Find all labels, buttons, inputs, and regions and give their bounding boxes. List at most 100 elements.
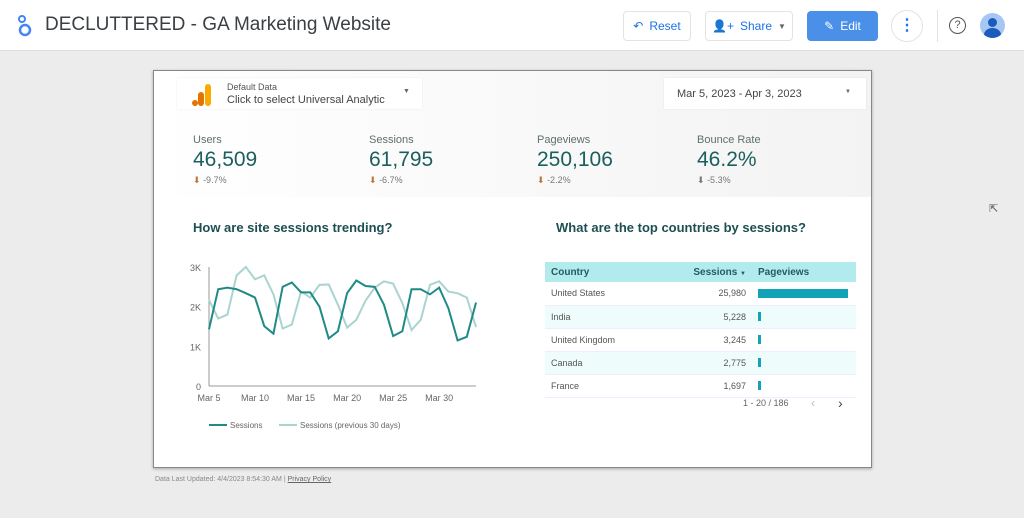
data-point [383,280,385,282]
data-point [365,300,367,302]
kpi-value: 46,509 [193,148,258,171]
data-point [438,287,440,289]
chevron-down-icon[interactable]: ▼ [778,21,786,31]
country-cell: France [545,374,657,398]
country-cell: Canada [545,351,657,375]
data-point [457,292,459,294]
chevron-down-icon: ▼ [845,89,851,95]
data-point [411,288,413,290]
y-tick-label: 2K [190,303,201,313]
data-point [447,307,449,309]
column-header-country[interactable]: Country [545,262,657,282]
pageviews-bar [758,358,761,367]
data-point [236,288,238,290]
table-row[interactable]: France 1,697 [545,374,856,398]
pageviews-cell [752,328,856,352]
data-point [337,330,339,332]
data-point [318,306,320,308]
y-tick-label: 3K [190,263,201,273]
y-tick-label: 0 [196,382,201,392]
kpi-label: Users [193,134,222,146]
pageviews-bar [758,381,761,390]
kpi-value: 61,795 [369,148,434,171]
next-page-icon[interactable]: › [838,395,843,411]
data-point [236,274,238,276]
data-point [383,304,385,306]
pageviews-bar [758,312,762,321]
data-point [282,327,284,329]
arrow-down-icon: ⬇ [369,175,377,185]
country-cell: India [545,305,657,329]
kpi-delta: ⬇ -5.3% [697,175,731,185]
data-point [300,291,302,293]
last-updated-text: Data Last Updated: 4/4/2023 8:54:30 AM [155,476,282,483]
pageviews-cell [752,305,856,329]
data-point [401,330,403,332]
pagination-range: 1 - 20 / 186 [743,398,789,408]
data-point [392,283,394,285]
legend-label: Sessions (previous 30 days) [300,421,401,430]
share-button[interactable]: 👤+ Share ▼ [705,11,793,41]
table-row[interactable]: India 5,228 [545,305,856,329]
data-point [309,291,311,293]
chevron-down-icon: ▼ [403,88,410,95]
data-point [263,325,265,327]
prev-page-icon[interactable]: ‹ [811,396,815,410]
add-person-icon: 👤+ [712,19,734,33]
data-point [420,288,422,290]
table-row[interactable]: United States 25,980 [545,282,856,306]
kpi-scorecard: Users 46,509 ⬇ -9.7% [193,134,257,186]
data-point [217,288,219,290]
divider [937,10,938,42]
arrow-down-icon: ⬇ [193,175,201,185]
data-point [475,302,477,304]
sessions-cell: 25,980 [656,282,752,306]
data-point [346,292,348,294]
y-tick-label: 1K [190,342,201,352]
data-point [245,292,247,294]
pageviews-cell [752,351,856,375]
data-point [374,286,376,288]
data-point [355,319,357,321]
date-range-picker[interactable]: Mar 5, 2023 - Apr 3, 2023 ▼ [664,78,866,109]
data-point [328,283,330,285]
kpi-value: 46.2% [697,148,757,171]
reset-button[interactable]: ↶ Reset [623,11,691,41]
data-point [420,319,422,321]
pageviews-cell [752,374,856,398]
pageviews-bar [758,288,848,298]
pencil-icon: ✎ [824,19,835,33]
data-point [272,293,274,295]
data-point [328,337,330,339]
data-source-value: Click to select Universal Analytic [227,94,385,106]
data-point [245,266,247,268]
column-header-sessions[interactable]: Sessions ▼ [656,262,752,282]
data-point [309,297,311,299]
data-point [429,293,431,295]
data-point [254,297,256,299]
data-point [337,304,339,306]
table-row[interactable]: United Kingdom 3,245 [545,328,856,352]
table-row[interactable]: Canada 2,775 [545,351,856,375]
sessions-cell: 3,245 [656,328,752,352]
privacy-policy-link[interactable]: Privacy Policy [287,476,332,483]
mouse-cursor-icon: ⇱ [989,203,999,215]
data-source-selector[interactable]: Default Data Click to select Universal A… [177,78,422,109]
country-cell: United States [545,282,657,306]
help-icon[interactable]: ? [949,17,966,34]
avatar[interactable] [980,13,1005,38]
data-point [208,328,210,330]
country-cell: United Kingdom [545,328,657,352]
google-analytics-icon [192,84,211,106]
more-options-icon[interactable]: ⋮ [891,10,923,42]
kpi-delta: ⬇ -6.7% [369,175,403,185]
kpi-label: Sessions [369,134,414,146]
kpi-value: 250,106 [537,148,613,171]
data-point [457,339,459,341]
column-header-pageviews[interactable]: Pageviews [752,262,856,282]
data-point [355,279,357,281]
data-point [272,333,274,335]
edit-button[interactable]: ✎ Edit [807,11,878,41]
data-point [226,287,228,289]
looker-studio-logo [18,15,32,37]
